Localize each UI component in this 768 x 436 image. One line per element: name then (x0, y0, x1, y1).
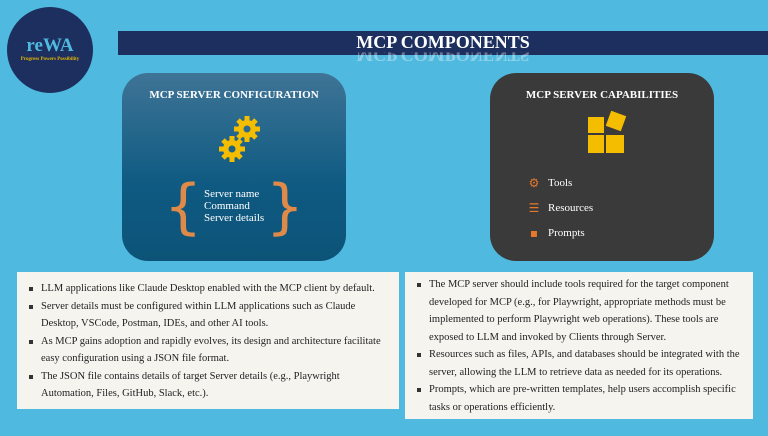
note-item: The JSON file contains details of target… (27, 368, 389, 403)
configuration-notes: LLM applications like Claude Desktop ena… (17, 272, 399, 409)
note-item: The MCP server should include tools requ… (415, 276, 743, 346)
database-icon: ☰ (528, 201, 540, 215)
capability-label: Tools (548, 177, 573, 189)
capability-label: Prompts (548, 227, 585, 239)
puzzle-icon (588, 110, 627, 153)
server-configuration-card: MCP SERVER CONFIGURATION { } Server name… (122, 73, 346, 261)
page-title: MCP COMPONENTS (356, 32, 530, 52)
right-brace-icon: } (265, 172, 304, 242)
card-title: MCP SERVER CAPABILITIES (525, 89, 679, 101)
title-banner (118, 31, 768, 55)
config-item: Server name (204, 188, 260, 200)
logo-name: reWA (26, 35, 74, 56)
config-item: Server details (204, 212, 265, 224)
capability-label: Resources (548, 202, 594, 214)
capability-resources: ☰ Resources (528, 201, 594, 215)
note-item: Resources such as files, APIs, and datab… (415, 346, 743, 381)
capability-tools: ⚙ Tools (528, 176, 573, 190)
config-item: Command (204, 200, 250, 212)
note-item: Server details must be configured within… (27, 298, 389, 333)
gears-icon (219, 116, 260, 162)
chat-icon: ▪ (529, 226, 539, 240)
card-title: MCP SERVER CONFIGURATION (149, 89, 319, 101)
left-brace-icon: { (164, 172, 203, 242)
logo: reWA Progress Powers Possibility (7, 7, 93, 93)
capability-prompts: ▪ Prompts (528, 226, 585, 240)
server-capabilities-card: MCP SERVER CAPABILITIES ⚙ Tools ☰ Resource… (490, 73, 714, 261)
gear-icon: ⚙ (528, 176, 540, 190)
capabilities-notes: The MCP server should include tools requ… (405, 272, 753, 419)
logo-tagline: Progress Powers Possibility (20, 57, 80, 62)
config-fields: { } Server name Command Server details (164, 172, 304, 243)
note-item: Prompts, which are pre-written templates… (415, 381, 743, 416)
note-item: LLM applications like Claude Desktop ena… (27, 280, 389, 298)
note-item: As MCP gains adoption and rapidly evolve… (27, 333, 389, 368)
